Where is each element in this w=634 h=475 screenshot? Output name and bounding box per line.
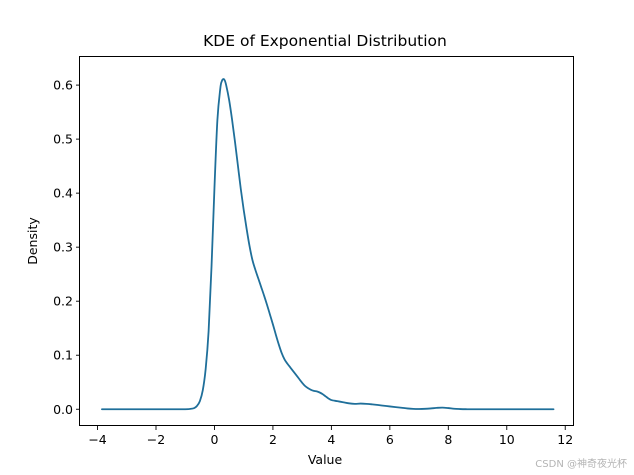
- x-tick-label: 8: [444, 432, 452, 447]
- x-tick-label: −4: [88, 432, 106, 447]
- y-tick-label: 0.2: [53, 294, 73, 309]
- x-tick-label: 0: [210, 432, 218, 447]
- x-axis-label: Value: [308, 452, 343, 467]
- y-axis-ticks: 0.0 0.1 0.2 0.3 0.4 0.5 0.6: [53, 78, 80, 417]
- plot-area-frame: [79, 56, 574, 426]
- x-tick-label: 2: [269, 432, 277, 447]
- kde-series-line: [101, 78, 555, 411]
- chart-title: KDE of Exponential Distribution: [203, 32, 447, 50]
- y-tick-label: 0.3: [53, 240, 73, 255]
- y-tick-label: 0.5: [53, 132, 73, 147]
- y-axis-label: Density: [25, 217, 40, 265]
- watermark: CSDN @神奇夜光杯: [535, 457, 627, 470]
- y-tick-label: 0.4: [53, 186, 73, 201]
- y-tick-label: 0.0: [53, 402, 73, 417]
- y-tick-label: 0.1: [53, 348, 73, 363]
- x-tick-label: −2: [147, 432, 165, 447]
- x-tick-label: 4: [327, 432, 335, 447]
- y-tick-label: 0.6: [53, 78, 73, 93]
- x-tick-label: 6: [386, 432, 394, 447]
- x-axis-ticks: −4 −2 0 2 4 6 8 10 12: [88, 426, 573, 447]
- x-tick-label: 12: [557, 432, 573, 447]
- x-tick-label: 10: [499, 432, 515, 447]
